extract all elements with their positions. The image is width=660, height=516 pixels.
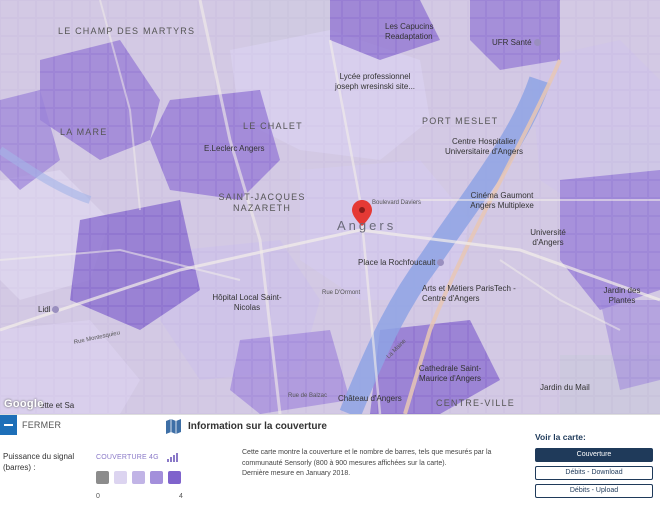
coverage-map[interactable]: LE CHAMP DES MARTYRS LA MARE LE CHALET S… — [0, 0, 660, 414]
location-pin-icon — [352, 200, 372, 226]
folded-map-icon — [166, 419, 181, 434]
district-label: LE CHALET — [243, 121, 303, 131]
google-logo: Google — [4, 398, 44, 410]
poi-label[interactable]: Cathedrale Saint-Maurice d'Angers — [418, 364, 482, 383]
district-label: PORT MESLET — [422, 116, 499, 126]
legend-swatch-3 — [150, 471, 163, 484]
poi-marker-icon — [437, 259, 445, 267]
info-panel: FERMER Information sur la couverture Pui… — [0, 414, 660, 516]
poi-label[interactable]: Centre Hospitalier Universitaire d'Anger… — [444, 137, 523, 156]
legend-swatch-0 — [96, 471, 109, 484]
poi-label[interactable]: Château d'Angers — [338, 394, 402, 403]
poi-label: ette et Sa — [40, 401, 75, 410]
signal-legend: COUVERTURE 4G 0 4 — [96, 451, 186, 502]
legend-swatches — [96, 471, 186, 484]
minus-icon — [0, 415, 17, 435]
district-label: SAINT-JACQUES NAZARETH — [218, 192, 306, 213]
info-header: Information sur la couverture — [165, 419, 327, 434]
map-canvas — [0, 0, 660, 414]
close-label: FERMER — [22, 420, 62, 430]
poi-label[interactable]: Les Capucins Readaptation — [385, 22, 434, 41]
street-label: Boulevard Daviers — [372, 200, 422, 206]
poi-label[interactable]: Lycée professionnel joseph wresinski sit… — [334, 72, 416, 91]
poi-label[interactable]: Place la Rochfoucault — [358, 258, 445, 267]
description-text: Cette carte montre la couverture et le n… — [242, 449, 492, 467]
info-title: Information sur la couverture — [188, 421, 327, 432]
poi-marker-icon — [52, 306, 60, 314]
street-label: Rue D'Ormont — [322, 290, 361, 296]
legend-swatch-4 — [168, 471, 181, 484]
legend-swatch-2 — [132, 471, 145, 484]
district-label: LE CHAMP DES MARTYRS — [58, 26, 196, 36]
view-title: Voir la carte: — [535, 432, 586, 442]
poi-label[interactable]: Jardin du Mail — [540, 383, 590, 392]
last-measure-text: Dernière mesure en January 2018. — [242, 470, 351, 477]
poi-label[interactable]: Cinéma Gaumont Angers Multiplexe — [470, 191, 534, 210]
poi-marker-icon — [533, 39, 541, 47]
city-label: Angers — [337, 218, 397, 233]
legend-max: 4 — [179, 493, 183, 500]
legend-title: COUVERTURE 4G — [96, 453, 159, 461]
map-view-selector: Voir la carte: Couverture Débits - Downl… — [535, 432, 655, 502]
poi-label[interactable]: Lidl — [38, 305, 60, 314]
poi-label[interactable]: Jardin des Plantes — [603, 286, 641, 305]
poi-label[interactable]: Arts et Métiers ParisTech - Centre d'Ang… — [422, 284, 516, 303]
coverage-button[interactable]: Couverture — [535, 448, 653, 462]
upload-speed-button[interactable]: Débits - Upload — [535, 484, 653, 498]
district-label: LA MARE — [60, 127, 108, 137]
poi-label[interactable]: E.Leclerc Angers — [204, 144, 265, 153]
signal-bars-icon — [166, 452, 178, 462]
legend-swatch-1 — [114, 471, 127, 484]
legend-min: 0 — [96, 493, 100, 500]
district-label: CENTRE-VILLE — [436, 398, 515, 408]
close-button[interactable]: FERMER — [0, 415, 70, 435]
poi-label[interactable]: Hôpital Local Saint-Nicolas — [212, 293, 282, 312]
street-label: Rue de Balzac — [288, 393, 328, 399]
legend-label: Puissance du signal (barres) : — [3, 452, 75, 472]
poi-label[interactable]: UFR Santé — [492, 38, 541, 47]
download-speed-button[interactable]: Débits - Download — [535, 466, 653, 480]
coverage-description: Cette carte montre la couverture et le n… — [242, 448, 522, 480]
poi-label[interactable]: Université d'Angers — [530, 228, 566, 247]
